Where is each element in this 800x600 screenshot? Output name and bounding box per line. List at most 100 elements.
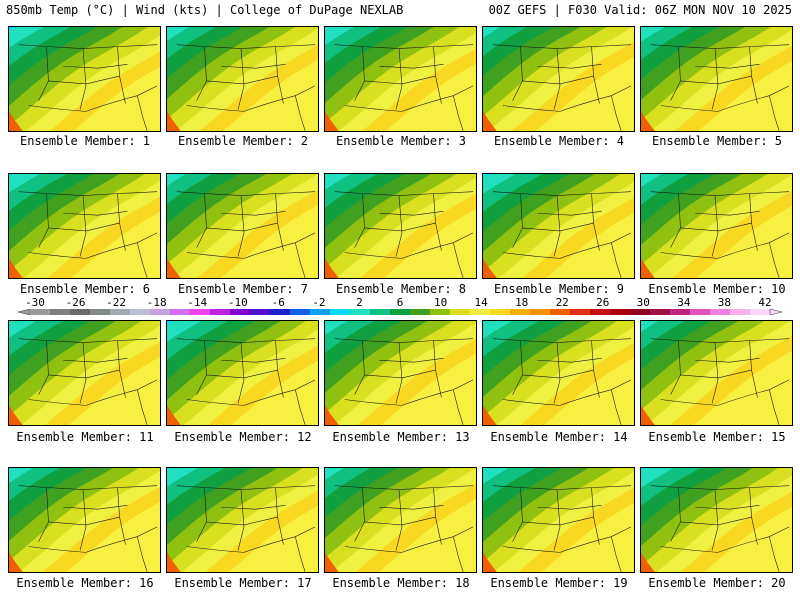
colorbar-segment (450, 309, 471, 315)
ensemble-member-label: Ensemble Member: 14 (490, 430, 628, 444)
colorbar-tick-label: 22 (556, 296, 569, 309)
ensemble-member-label: Ensemble Member: 20 (648, 576, 786, 590)
colorbar-tick-label: -30 (25, 296, 45, 309)
ensemble-map-panel (640, 320, 793, 426)
ensemble-member-label: Ensemble Member: 1 (19, 134, 151, 148)
colorbar-tick-label: 6 (397, 296, 404, 309)
ensemble-member-label: Ensemble Member: 18 (332, 576, 470, 590)
colorbar-segment (310, 309, 331, 315)
ensemble-member-label: Ensemble Member: 15 (648, 430, 786, 444)
colorbar-tick-label: 42 (758, 296, 771, 309)
colorbar-segment (690, 309, 711, 315)
colorbar-segment (510, 309, 531, 315)
colorbar-tick-label: 26 (596, 296, 609, 309)
ensemble-map-panel (324, 173, 477, 279)
ensemble-map-panel (640, 173, 793, 279)
colorbar-tick-label: -22 (106, 296, 126, 309)
colorbar-segment (230, 309, 251, 315)
colorbar-segment (150, 309, 171, 315)
colorbar-segment (370, 309, 391, 315)
ensemble-member-label: Ensemble Member: 10 (648, 282, 786, 296)
ensemble-member-label: Ensemble Member: 2 (177, 134, 309, 148)
colorbar-segment (590, 309, 611, 315)
ensemble-map-panel (482, 26, 635, 132)
colorbar-segment (290, 309, 311, 315)
colorbar-segment (430, 309, 451, 315)
colorbar-segment (110, 309, 131, 315)
ensemble-map-panel (8, 320, 161, 426)
colorbar-segment (250, 309, 271, 315)
colorbar-tick-label: -10 (228, 296, 248, 309)
ensemble-member-label: Ensemble Member: 17 (174, 576, 312, 590)
ensemble-map-panel (166, 26, 319, 132)
ensemble-map-panel (640, 467, 793, 573)
colorbar-segment (410, 309, 431, 315)
colorbar-segment (210, 309, 231, 315)
colorbar-tick-label: -6 (272, 296, 285, 309)
ensemble-map-panel (482, 320, 635, 426)
ensemble-member-label: Ensemble Member: 5 (651, 134, 783, 148)
ensemble-member-label: Ensemble Member: 3 (335, 134, 467, 148)
colorbar-segment (730, 309, 751, 315)
map-title: 850mb Temp (°C) | Wind (kts) | College o… (6, 3, 404, 17)
colorbar-segment (610, 309, 631, 315)
colorbar-left-arrow (17, 308, 31, 316)
colorbar-segment (470, 309, 491, 315)
colorbar-tick-label: 14 (474, 296, 488, 309)
ensemble-map-panel (8, 26, 161, 132)
ensemble-member-label: Ensemble Member: 4 (493, 134, 625, 148)
ensemble-member-label: Ensemble Member: 13 (332, 430, 470, 444)
ensemble-member-label: Ensemble Member: 19 (490, 576, 628, 590)
colorbar-segment (570, 309, 591, 315)
colorbar-segment (530, 309, 551, 315)
ensemble-member-label: Ensemble Member: 8 (335, 282, 467, 296)
colorbar-segment (170, 309, 191, 315)
ensemble-map-panel (8, 467, 161, 573)
ensemble-map-panel (166, 467, 319, 573)
ensemble-member-label: Ensemble Member: 12 (174, 430, 312, 444)
ensemble-member-label: Ensemble Member: 11 (16, 430, 154, 444)
ensemble-map-panel (640, 26, 793, 132)
ensemble-map-panel (166, 320, 319, 426)
colorbar-tick-label: -14 (187, 296, 207, 309)
ensemble-map-panel (482, 467, 635, 573)
ensemble-map-panel (166, 173, 319, 279)
colorbar-segment (390, 309, 411, 315)
colorbar-tick-label: 10 (434, 296, 447, 309)
colorbar-tick-label: -26 (66, 296, 86, 309)
colorbar-segment (490, 309, 511, 315)
colorbar-segment (270, 309, 291, 315)
colorbar-tick-label: 34 (677, 296, 691, 309)
colorbar-tick-label: 30 (637, 296, 650, 309)
colorbar-segment (330, 309, 351, 315)
colorbar-segment (550, 309, 571, 315)
colorbar-tick-label: -18 (147, 296, 167, 309)
ensemble-member-label: Ensemble Member: 9 (493, 282, 625, 296)
colorbar-segment (670, 309, 691, 315)
ensemble-map-panel (8, 173, 161, 279)
ensemble-member-label: Ensemble Member: 7 (177, 282, 309, 296)
colorbar-segment (350, 309, 371, 315)
colorbar-segment (710, 309, 731, 315)
colorbar-segment (90, 309, 111, 315)
ensemble-member-label: Ensemble Member: 16 (16, 576, 154, 590)
ensemble-map-panel (324, 467, 477, 573)
ensemble-member-label: Ensemble Member: 6 (19, 282, 151, 296)
temperature-colorbar: -30 -26 -22 -18 -14 -10 -6 -2 2 6 10 14 18 22 26 30 34 38… (17, 296, 783, 316)
colorbar-right-arrow (769, 308, 783, 316)
colorbar-segment (750, 309, 771, 315)
colorbar-segment (630, 309, 651, 315)
model-run-info: 00Z GEFS | F030 Valid: 06Z MON NOV 10 20… (488, 3, 792, 17)
ensemble-map-panel (324, 26, 477, 132)
colorbar-segment (70, 309, 91, 315)
ensemble-map-panel (482, 173, 635, 279)
ensemble-map-panel (324, 320, 477, 426)
colorbar-segment (650, 309, 671, 315)
colorbar-segment (50, 309, 71, 315)
colorbar-segment (30, 309, 51, 315)
colorbar-tick-label: 18 (515, 296, 528, 309)
colorbar-segment (190, 309, 211, 315)
colorbar-segment (130, 309, 151, 315)
colorbar-tick-label: 2 (356, 296, 363, 309)
colorbar-tick-label: 38 (718, 296, 731, 309)
